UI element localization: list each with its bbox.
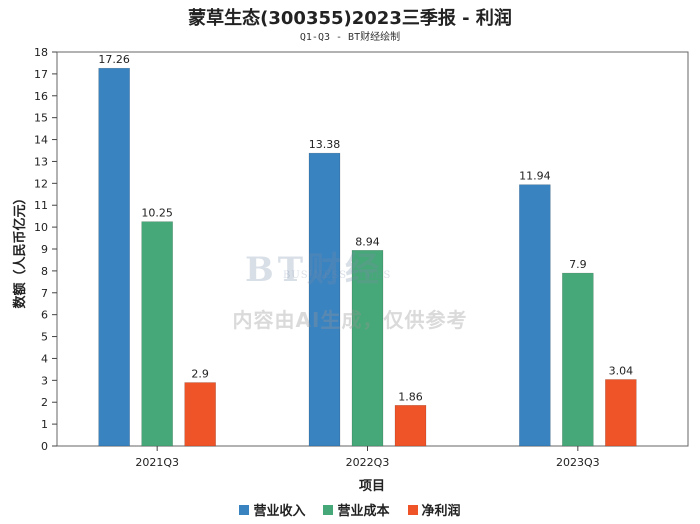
bar — [184, 382, 216, 447]
legend-item[interactable]: 营业成本 — [323, 500, 390, 519]
chart-legend: 营业收入 营业成本 净利润 — [0, 500, 700, 519]
legend-swatch-revenue — [239, 504, 250, 515]
bar — [308, 152, 341, 447]
bar — [562, 272, 594, 447]
bar — [605, 379, 637, 447]
y-tick-label: 10 — [34, 221, 48, 234]
y-axis-label: 数额（人民币亿元） — [12, 191, 28, 308]
legend-swatch-net-profit — [407, 504, 418, 515]
x-tick-label: 2022Q3 — [346, 456, 390, 469]
y-tick-label: 11 — [34, 199, 48, 212]
bar — [519, 184, 551, 447]
bar-value-label: 3.04 — [609, 364, 634, 377]
y-tick-label: 13 — [34, 155, 48, 168]
bar-value-label: 13.38 — [309, 138, 341, 151]
x-tick-label: 2021Q3 — [135, 456, 179, 469]
legend-label: 净利润 — [421, 504, 461, 519]
bar — [141, 221, 173, 447]
y-tick-label: 4 — [41, 352, 48, 365]
chart-title: 蒙草生态(300355)2023三季报 - 利润 — [188, 8, 512, 29]
y-tick-label: 15 — [34, 112, 48, 125]
y-tick-label: 3 — [41, 374, 48, 387]
legend-item[interactable]: 净利润 — [407, 500, 461, 519]
bar-value-label: 8.94 — [355, 235, 380, 248]
y-tick-label: 0 — [41, 440, 48, 453]
y-tick-label: 8 — [41, 265, 48, 278]
x-tick-label: 2023Q3 — [556, 456, 600, 469]
y-tick-label: 12 — [34, 177, 48, 190]
chart-labels: 17.26 10.25 2.9 13.38 8.94 1.86 11.94 7.9 3.04 — [98, 53, 633, 403]
x-axis-label: 项目 — [359, 479, 385, 494]
legend-label: 营业成本 — [337, 504, 390, 519]
legend-item[interactable]: 营业收入 — [239, 500, 305, 519]
bar — [394, 405, 427, 447]
y-tick-label: 14 — [34, 134, 48, 147]
y-tick-label: 5 — [41, 331, 48, 344]
y-tick-label: 7 — [41, 287, 48, 300]
y-tick-label: 2 — [41, 396, 48, 409]
y-tick-label: 6 — [41, 309, 48, 322]
legend-label: 营业收入 — [253, 504, 306, 519]
bar — [351, 250, 384, 447]
y-tick-label: 16 — [34, 90, 48, 103]
y-tick-label: 18 — [34, 46, 48, 59]
bar-value-label: 11.94 — [519, 170, 551, 183]
bar-value-label: 1.86 — [398, 390, 423, 403]
bar — [98, 67, 130, 447]
bar-value-label: 17.26 — [98, 53, 130, 66]
y-tick-label: 17 — [34, 68, 48, 81]
bar-value-label: 2.9 — [191, 368, 209, 381]
y-tick-label: 1 — [41, 418, 48, 431]
bar-value-label: 10.25 — [141, 207, 173, 220]
y-tick-label: 9 — [41, 243, 48, 256]
legend-swatch-cost — [323, 504, 334, 515]
bar-value-label: 7.9 — [569, 258, 587, 271]
chart-bars — [98, 67, 637, 447]
chart-subtitle: Q1-Q3 - BT财经绘制 — [299, 32, 401, 43]
